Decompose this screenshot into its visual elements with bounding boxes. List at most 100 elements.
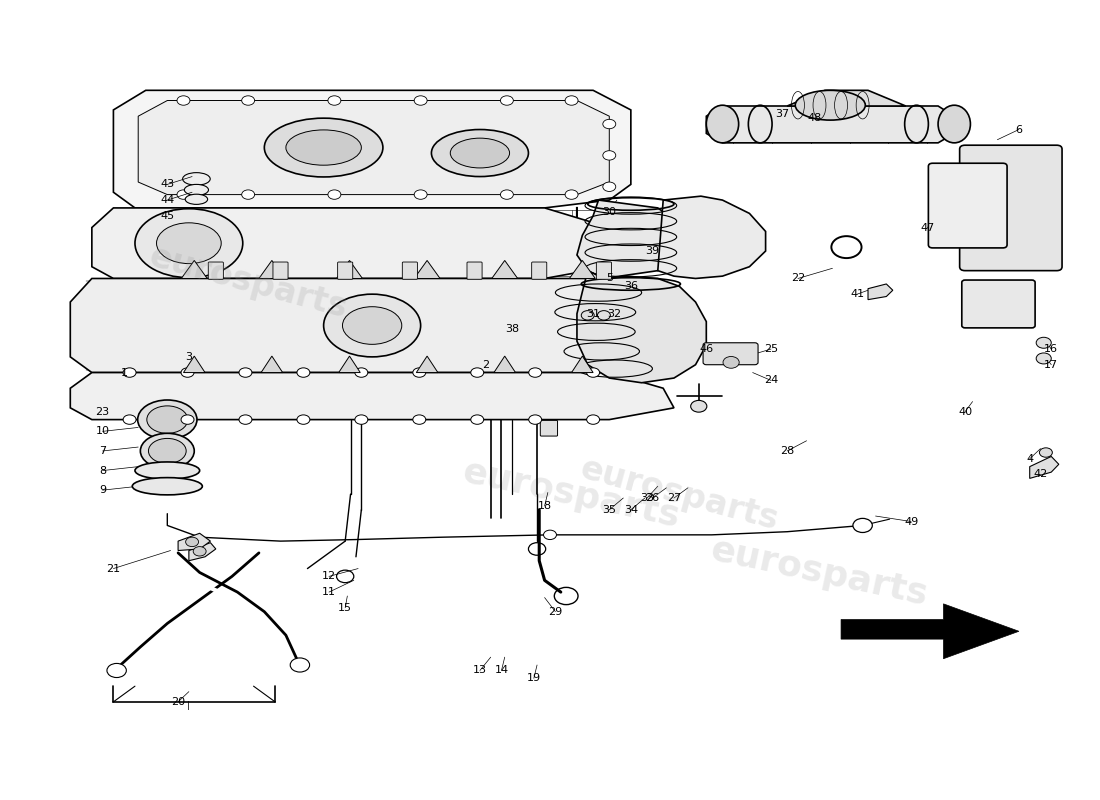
Ellipse shape: [123, 415, 136, 424]
Ellipse shape: [412, 415, 426, 424]
Ellipse shape: [264, 118, 383, 177]
Polygon shape: [70, 373, 674, 419]
Ellipse shape: [183, 173, 210, 185]
Polygon shape: [416, 356, 438, 373]
Ellipse shape: [156, 223, 221, 263]
Polygon shape: [184, 356, 205, 373]
Ellipse shape: [135, 209, 243, 278]
Text: 41: 41: [850, 289, 865, 299]
Polygon shape: [572, 356, 593, 373]
Ellipse shape: [242, 96, 254, 106]
Ellipse shape: [471, 415, 484, 424]
Polygon shape: [258, 261, 285, 278]
Ellipse shape: [581, 310, 594, 320]
FancyBboxPatch shape: [273, 262, 288, 279]
Polygon shape: [415, 261, 440, 278]
Text: 17: 17: [1044, 360, 1058, 370]
Polygon shape: [178, 534, 210, 550]
FancyBboxPatch shape: [208, 262, 223, 279]
Polygon shape: [706, 106, 955, 143]
Text: 5: 5: [606, 274, 613, 283]
Ellipse shape: [286, 130, 361, 165]
Text: 34: 34: [624, 505, 638, 514]
Text: 3: 3: [186, 352, 192, 362]
Ellipse shape: [186, 538, 199, 546]
Ellipse shape: [603, 150, 616, 160]
Text: 16: 16: [1044, 344, 1058, 354]
Ellipse shape: [177, 190, 190, 199]
Text: 29: 29: [548, 606, 562, 617]
Ellipse shape: [123, 368, 136, 378]
Text: 39: 39: [646, 246, 660, 256]
Ellipse shape: [938, 106, 970, 143]
Text: 10: 10: [96, 426, 110, 436]
FancyBboxPatch shape: [468, 262, 482, 279]
Text: 11: 11: [322, 587, 335, 597]
Text: eurosparts: eurosparts: [460, 454, 683, 534]
Text: eurosparts: eurosparts: [145, 240, 351, 325]
Text: eurosparts: eurosparts: [576, 452, 782, 537]
Ellipse shape: [355, 415, 367, 424]
Ellipse shape: [603, 182, 616, 191]
Ellipse shape: [290, 658, 309, 672]
Text: 21: 21: [107, 563, 121, 574]
Text: 4: 4: [1026, 454, 1033, 464]
Text: 31: 31: [586, 309, 601, 318]
Ellipse shape: [135, 462, 200, 479]
Text: 32: 32: [607, 309, 621, 318]
Text: 33: 33: [640, 493, 654, 503]
Polygon shape: [339, 356, 361, 373]
Ellipse shape: [185, 184, 209, 195]
Polygon shape: [842, 604, 1019, 658]
Ellipse shape: [529, 368, 541, 378]
Ellipse shape: [795, 90, 866, 120]
Ellipse shape: [565, 96, 578, 106]
Text: 19: 19: [527, 674, 541, 683]
Text: eurosparts: eurosparts: [707, 533, 932, 612]
Ellipse shape: [852, 518, 872, 533]
Ellipse shape: [586, 415, 600, 424]
Ellipse shape: [148, 438, 186, 463]
Polygon shape: [788, 90, 905, 106]
Ellipse shape: [723, 357, 739, 368]
FancyBboxPatch shape: [531, 262, 547, 279]
Ellipse shape: [565, 190, 578, 199]
Text: 12: 12: [322, 571, 337, 582]
Text: 22: 22: [791, 274, 805, 283]
Text: 27: 27: [667, 493, 681, 503]
Ellipse shape: [450, 138, 509, 168]
Ellipse shape: [1036, 353, 1052, 364]
Ellipse shape: [182, 415, 194, 424]
Text: |: |: [187, 701, 190, 710]
Ellipse shape: [1040, 448, 1053, 458]
Ellipse shape: [107, 663, 126, 678]
Text: 47: 47: [921, 222, 934, 233]
Polygon shape: [1030, 457, 1059, 478]
Text: 15: 15: [338, 602, 352, 613]
Ellipse shape: [132, 478, 202, 495]
Text: 36: 36: [624, 282, 638, 291]
Ellipse shape: [586, 368, 600, 378]
Polygon shape: [578, 200, 680, 278]
Ellipse shape: [185, 194, 208, 204]
FancyBboxPatch shape: [403, 262, 417, 279]
Ellipse shape: [431, 130, 528, 177]
Polygon shape: [868, 284, 893, 300]
Ellipse shape: [146, 406, 188, 434]
Polygon shape: [261, 356, 283, 373]
Text: 48: 48: [807, 113, 822, 122]
Ellipse shape: [691, 400, 707, 412]
Ellipse shape: [239, 415, 252, 424]
Text: 20: 20: [170, 697, 185, 707]
Text: 44: 44: [161, 195, 175, 205]
Text: eurosparts: eurosparts: [114, 282, 339, 362]
Text: 37: 37: [774, 109, 789, 119]
Ellipse shape: [500, 190, 514, 199]
Text: 28: 28: [780, 446, 794, 456]
Polygon shape: [70, 278, 674, 373]
Ellipse shape: [328, 190, 341, 199]
Text: 46: 46: [700, 344, 714, 354]
Ellipse shape: [415, 190, 427, 199]
Text: 6: 6: [1015, 125, 1022, 134]
Text: 7: 7: [99, 446, 107, 456]
